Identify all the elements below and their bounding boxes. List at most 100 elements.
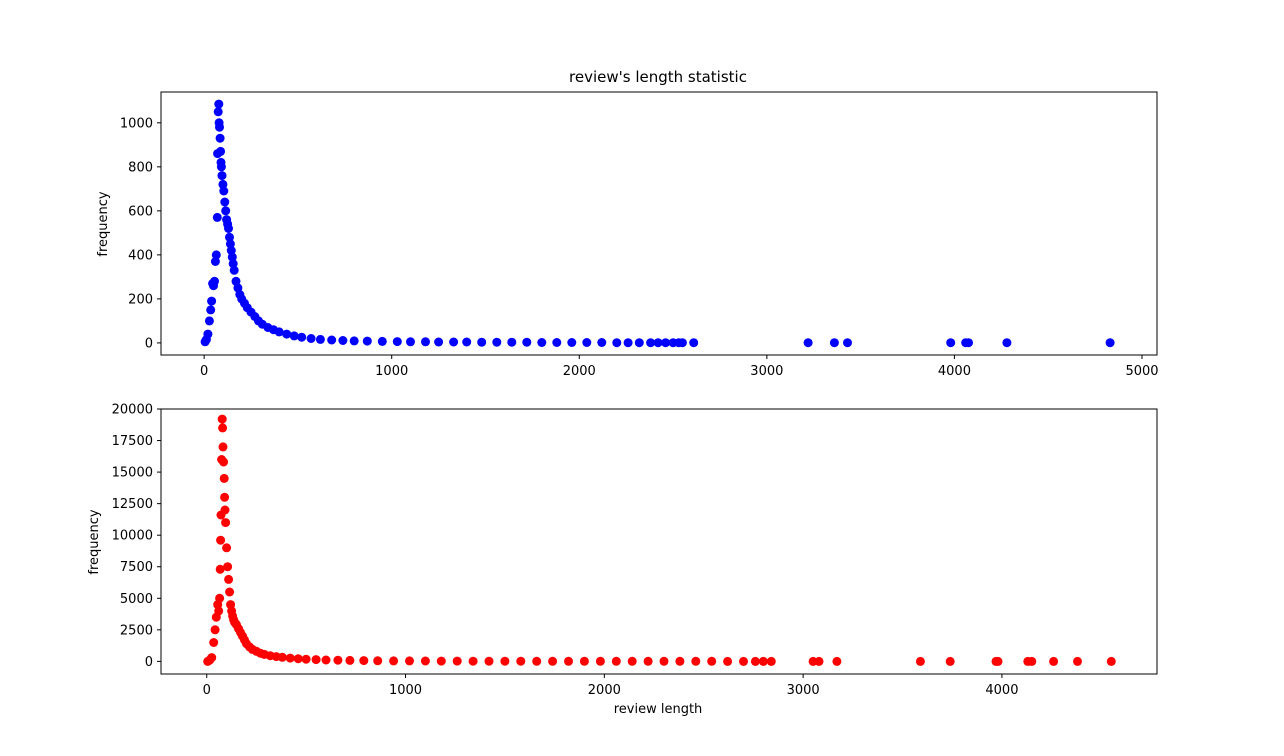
bottom-point-24 <box>225 587 235 597</box>
top-point-14 <box>214 99 224 109</box>
bottom-point-48 <box>311 655 321 665</box>
top-point-21 <box>217 171 227 181</box>
top-point-50 <box>297 332 307 342</box>
top-point-74 <box>623 338 633 348</box>
top-point-57 <box>377 336 387 346</box>
bottom-ytick-label-3: 7500 <box>120 560 153 575</box>
top-point-56 <box>362 336 372 346</box>
top-point-59 <box>406 337 415 347</box>
top-point-85 <box>843 338 852 348</box>
top-ytick-label-4: 800 <box>128 160 153 175</box>
bottom-point-4 <box>210 625 220 635</box>
top-point-65 <box>492 337 502 347</box>
top-point-8 <box>210 276 219 286</box>
bottom-point-83 <box>915 656 925 666</box>
bottom-point-49 <box>321 655 331 665</box>
bottom-point-50 <box>333 655 343 665</box>
bottom-point-59 <box>468 656 478 666</box>
top-point-55 <box>349 336 359 346</box>
top-point-84 <box>829 338 839 348</box>
top-point-66 <box>507 337 517 347</box>
bottom-ytick-label-5: 12500 <box>112 497 153 512</box>
top-point-58 <box>392 337 402 347</box>
top-point-86 <box>946 338 956 348</box>
bottom-point-65 <box>564 656 573 666</box>
bottom-ytick-label-7: 17500 <box>112 434 153 449</box>
top-point-61 <box>434 337 444 347</box>
top-point-32 <box>227 252 237 262</box>
top-point-16 <box>215 122 224 132</box>
top-chart-points <box>200 99 1115 348</box>
top-point-72 <box>597 338 607 347</box>
top-point-2 <box>203 329 213 339</box>
top-point-9 <box>210 257 220 266</box>
top-chart-ylabel: frequency <box>96 191 111 257</box>
top-point-33 <box>228 259 238 269</box>
bottom-point-57 <box>436 656 446 666</box>
bottom-point-61 <box>500 656 510 666</box>
top-point-23 <box>219 186 229 196</box>
bottom-point-22 <box>223 562 233 572</box>
top-xtick-label-3: 3000 <box>750 364 783 379</box>
top-point-4 <box>206 305 216 315</box>
bottom-point-2 <box>207 653 217 663</box>
bottom-point-79 <box>766 656 776 666</box>
bottom-point-15 <box>218 442 228 452</box>
bottom-point-56 <box>420 656 430 666</box>
bottom-point-76 <box>739 656 748 666</box>
top-chart-x-ticks: 0 1000 2000 3000 4000 5000 <box>200 355 1159 379</box>
bottom-xtick-label-1: 1000 <box>389 683 422 698</box>
top-point-73 <box>612 338 622 348</box>
top-xtick-label-2: 2000 <box>563 364 596 379</box>
bottom-point-72 <box>675 656 685 666</box>
bottom-point-88 <box>1027 656 1037 666</box>
top-point-75 <box>634 338 644 348</box>
bottom-point-81 <box>814 656 824 666</box>
bottom-xtick-label-3: 3000 <box>787 683 820 698</box>
bottom-ytick-label-4: 10000 <box>112 529 153 544</box>
top-chart-title: review's length statistic <box>569 68 747 86</box>
top-point-48 <box>282 329 292 339</box>
top-point-34 <box>229 265 239 275</box>
top-point-20 <box>216 162 226 172</box>
bottom-point-78 <box>758 656 768 666</box>
bottom-chart-points <box>203 414 1116 666</box>
bottom-point-73 <box>691 656 701 666</box>
top-xtick-label-4: 4000 <box>938 364 971 379</box>
top-point-77 <box>653 338 663 348</box>
top-point-24 <box>220 197 230 207</box>
top-point-89 <box>1002 338 1012 348</box>
top-point-28 <box>224 224 233 233</box>
bottom-point-71 <box>659 656 669 666</box>
top-point-54 <box>338 336 348 345</box>
top-chart-frame <box>160 91 1158 356</box>
bottom-ytick-label-0: 0 <box>145 655 153 670</box>
top-point-63 <box>462 337 472 347</box>
bottom-point-9 <box>215 564 225 574</box>
top-point-13 <box>213 107 223 117</box>
bottom-xtick-label-4: 4000 <box>985 683 1018 698</box>
bottom-point-51 <box>345 655 355 665</box>
bottom-chart-y-ticks: 0 2500 5000 7500 10000 12500 15000 17500 20000 <box>112 403 161 670</box>
top-ytick-label-1: 200 <box>128 292 153 307</box>
top-point-71 <box>582 338 592 347</box>
bottom-point-90 <box>1073 656 1082 666</box>
bottom-point-84 <box>945 656 955 666</box>
bottom-ytick-label-2: 5000 <box>120 592 153 607</box>
bottom-point-74 <box>707 656 717 666</box>
top-point-88 <box>964 338 973 348</box>
bottom-point-21 <box>222 543 232 553</box>
top-point-60 <box>421 337 430 347</box>
bottom-chart-x-ticks: 0 1000 2000 3000 4000 <box>203 674 1018 698</box>
bottom-point-19 <box>220 505 230 515</box>
bottom-ytick-label-6: 15000 <box>112 466 153 481</box>
top-xtick-label-1: 1000 <box>375 364 408 379</box>
top-point-3 <box>204 316 214 326</box>
top-point-62 <box>449 337 459 347</box>
top-point-78 <box>661 338 671 348</box>
top-point-49 <box>289 331 299 341</box>
bottom-point-89 <box>1049 656 1059 666</box>
top-xtick-label-0: 0 <box>200 364 208 379</box>
top-point-64 <box>477 337 487 347</box>
